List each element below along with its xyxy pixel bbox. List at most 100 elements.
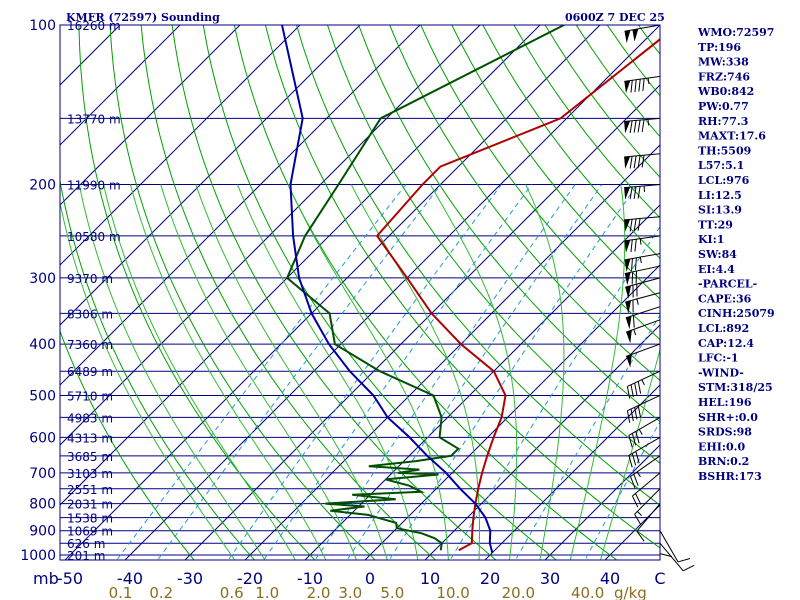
- mixing-ratio-labels: 0.1 0.2 0.6 1.0 2.0 3.0 5.0 10.0 20.0 40.0: [109, 584, 605, 600]
- barb-flag: [635, 451, 640, 464]
- barb-pennant: [626, 330, 632, 344]
- isotherm-line: [484, 384, 660, 560]
- height-label: 9370 m: [67, 272, 113, 286]
- height-label: 10580 m: [67, 230, 121, 244]
- mixing-unit-label: g/kg: [614, 584, 647, 600]
- temperature-tick-label: 30: [540, 569, 560, 588]
- index-line: TP:196: [698, 41, 741, 54]
- wind-barb: [631, 472, 661, 508]
- barb-flag: [682, 564, 695, 572]
- wind-barb: [625, 292, 661, 314]
- mixing-ratio-label: 2.0: [307, 584, 331, 600]
- mixing-ratio-line: [227, 184, 502, 560]
- wind-barb: [624, 24, 661, 44]
- temperature-tick-label: 20: [480, 569, 500, 588]
- mixing-ratio-label: 20.0: [502, 584, 535, 600]
- mixing-ratio-line: [156, 184, 442, 560]
- index-line: CAP:12.4: [698, 337, 754, 350]
- isotherm-line: [424, 324, 660, 560]
- wind-barb: [626, 319, 661, 344]
- temperature-tick-label: -30: [177, 569, 203, 588]
- index-line: RH:77.3: [698, 115, 748, 128]
- pressure-tick-label: 700: [29, 466, 56, 482]
- barb-shaft: [624, 24, 661, 32]
- barb-flag: [630, 80, 633, 93]
- pressure-tick-label: 900: [29, 524, 56, 540]
- wind-barb: [659, 542, 695, 572]
- wind-barb: [626, 343, 661, 368]
- index-line: -WIND-: [698, 366, 744, 379]
- barb-flag: [629, 186, 633, 200]
- index-line: EHI:0.0: [698, 440, 745, 453]
- index-line: LCL:892: [698, 322, 749, 335]
- barb-flag: [633, 474, 639, 486]
- barb-flag: [629, 156, 633, 169]
- isotherm-line: [244, 144, 660, 560]
- index-line: STM:318/25: [698, 381, 773, 394]
- barb-flag: [635, 431, 640, 444]
- index-line: SI:13.9: [698, 204, 742, 217]
- height-label: 13770 m: [67, 112, 121, 126]
- index-line: BSHR:173: [698, 470, 762, 483]
- isotherm-line: [184, 84, 660, 560]
- height-label: 1538 m: [67, 512, 113, 526]
- dry-adiabat: [109, 25, 376, 560]
- height-label: 11990 m: [67, 179, 121, 193]
- wind-barb: [634, 488, 661, 526]
- barb-half-flag: [643, 185, 646, 192]
- mixing-ratio-label: 0.6: [220, 584, 244, 600]
- isotherm-line: [60, 25, 361, 326]
- index-line: PW:0.77: [698, 100, 749, 113]
- moist-adiabat: [599, 347, 660, 560]
- barb-half-flag: [641, 379, 645, 386]
- mixing-ratio-label: 1.0: [255, 584, 279, 600]
- wind-barb: [624, 117, 661, 134]
- moist-adiabat: [237, 184, 419, 560]
- dewpoint-line: [285, 25, 565, 551]
- barb-pennant: [624, 272, 631, 286]
- isotherm-line: [60, 25, 541, 506]
- moist-adiabat: [103, 184, 296, 560]
- barb-half-flag: [636, 471, 641, 478]
- barb-flag: [633, 186, 637, 199]
- barb-flag: [633, 218, 637, 232]
- dry-adiabat: [420, 25, 660, 341]
- temperature-tick-label: -10: [297, 569, 323, 588]
- barb-flag: [629, 219, 633, 232]
- barb-flag: [631, 258, 633, 271]
- temperature-tick-label: 40: [600, 569, 620, 588]
- barb-flag: [637, 218, 641, 231]
- index-line: TH:5509: [698, 144, 751, 157]
- index-line: WMO:72597: [697, 26, 774, 39]
- mixing-ratio-line: [584, 420, 660, 560]
- pressure-unit-label: mb: [33, 569, 59, 588]
- barb-flag: [633, 120, 637, 133]
- parcel-line: [281, 25, 494, 553]
- index-line: MW:338: [698, 56, 749, 69]
- barb-pennant: [624, 219, 631, 232]
- index-line: L57:5.1: [698, 159, 744, 172]
- barb-pennant: [632, 28, 639, 42]
- barb-pennant: [625, 315, 632, 330]
- moist-adiabat: [525, 184, 565, 560]
- index-line: CINH:25079: [698, 307, 775, 320]
- height-label: 2031 m: [67, 498, 113, 512]
- temperature-tick-label: 10: [420, 569, 440, 588]
- barb-flag: [628, 455, 633, 468]
- mixing-ratio-label: 40.0: [571, 584, 604, 600]
- pressure-tick-label: 800: [29, 497, 56, 513]
- barb-shaft: [632, 472, 661, 497]
- temperature-labels: -50 -40 -30 -20 -10 0 10 20 30 40 C: [57, 569, 666, 588]
- index-line: SRDS:98: [698, 426, 752, 439]
- barb-flag: [637, 186, 641, 199]
- mixing-ratio-line: [314, 184, 576, 560]
- index-line: KI:1: [698, 233, 724, 246]
- index-line: MAXT:17.6: [698, 130, 766, 143]
- temperature-tick-label: -50: [57, 569, 83, 588]
- barb-half-flag: [633, 329, 637, 336]
- temperature-tick-label: -40: [117, 569, 143, 588]
- barb-flag: [634, 407, 638, 420]
- barb-flag: [632, 315, 635, 328]
- barb-flag: [637, 405, 642, 418]
